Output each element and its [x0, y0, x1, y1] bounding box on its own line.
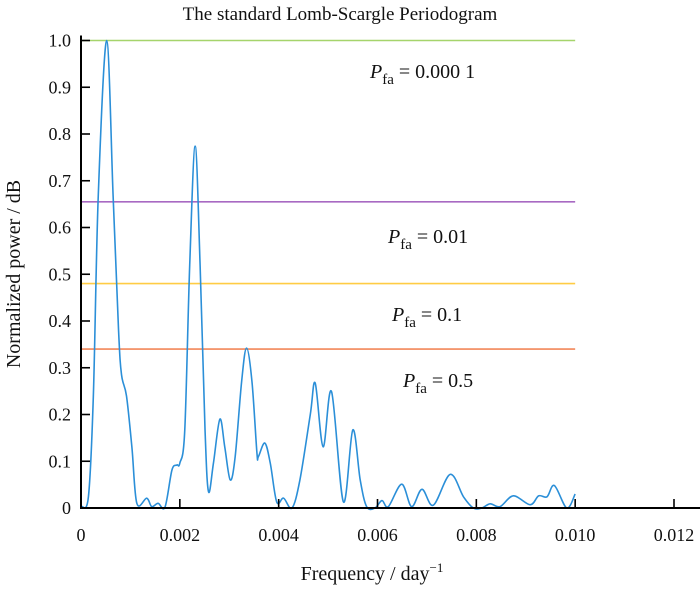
threshold-label-p: P	[391, 304, 404, 326]
y-tick-label: 0	[62, 498, 71, 518]
axes	[80, 35, 700, 509]
threshold-label: Pfa = 0.01	[387, 226, 468, 253]
y-tick-label: 0.9	[49, 77, 72, 97]
x-axis-label-superscript: −1	[430, 560, 444, 575]
y-tick-label: 0.4	[49, 311, 72, 331]
threshold-label-value: = 0.01	[412, 226, 468, 248]
y-tick-label: 1.0	[49, 31, 72, 51]
threshold-label-p: P	[387, 226, 400, 248]
threshold-label-sub: fa	[415, 381, 427, 397]
x-tick-label: 0.010	[555, 525, 596, 545]
chart-title: The standard Lomb-Scargle Periodogram	[183, 4, 498, 25]
y-tick-label: 0.8	[49, 124, 72, 144]
threshold-label: Pfa = 0.1	[391, 304, 462, 331]
threshold-label-sub: fa	[400, 237, 412, 253]
threshold-label: Pfa = 0.000 1	[369, 61, 475, 88]
x-tick-label: 0	[77, 525, 86, 545]
x-axis-label: Frequency / day−1	[301, 560, 444, 585]
y-tick-label: 0.1	[49, 451, 72, 471]
y-tick-label: 0.3	[49, 358, 72, 378]
x-tick-label: 0.006	[357, 525, 398, 545]
threshold-label-value: = 0.1	[416, 304, 462, 326]
x-tick-label: 0.012	[654, 525, 695, 545]
x-tick-label: 0.008	[456, 525, 497, 545]
y-tick-label: 0.2	[49, 405, 72, 425]
threshold-lines	[81, 39, 576, 350]
threshold-label-value: = 0.5	[427, 370, 473, 392]
y-tick-label: 0.7	[49, 171, 72, 191]
y-axis-ticks: 0 0.1 0.2 0.3 0.4 0.5 0.6 0.7 0.8 0.9 1.0	[49, 31, 90, 518]
threshold-label-p: P	[402, 370, 415, 392]
x-axis-label-text: Frequency / day	[301, 563, 430, 585]
x-axis-ticks: 0 0.002 0.004 0.006 0.008 0.010 0.012	[77, 499, 695, 545]
threshold-label-value: = 0.000 1	[394, 61, 475, 83]
threshold-label-p: P	[369, 61, 382, 83]
x-tick-label: 0.004	[258, 525, 299, 545]
threshold-label: Pfa = 0.5	[402, 370, 473, 397]
threshold-label-sub: fa	[382, 72, 394, 88]
threshold-label-sub: fa	[404, 315, 416, 331]
y-axis-label: Normalized power / dB	[3, 180, 25, 368]
y-tick-label: 0.5	[49, 264, 72, 284]
x-tick-label: 0.002	[160, 525, 201, 545]
power-spectrum-line	[80, 39, 576, 511]
y-tick-label: 0.6	[49, 218, 72, 238]
